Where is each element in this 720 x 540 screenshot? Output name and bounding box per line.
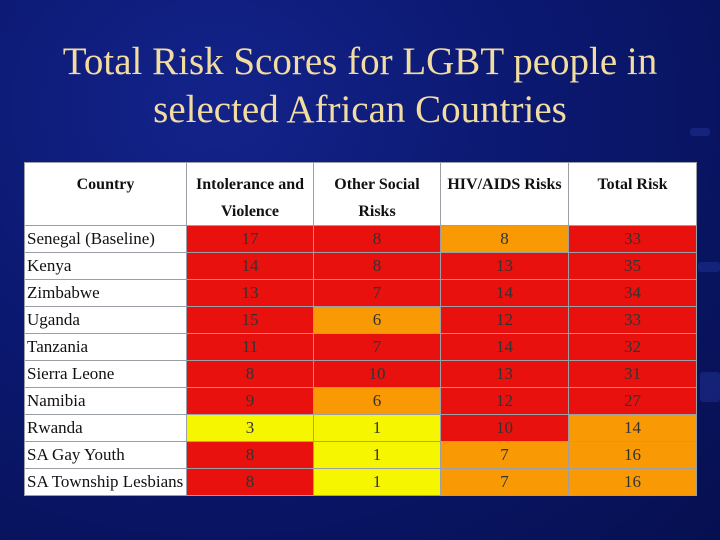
country-cell: SA Gay Youth xyxy=(24,441,187,469)
header-other-social-risks: Other Social Risks xyxy=(313,162,441,226)
other-social-risks-cell: 7 xyxy=(313,333,441,361)
country-cell: Uganda xyxy=(24,306,187,334)
intolerance-violence-cell: 3 xyxy=(186,414,314,442)
total-risk-cell: 31 xyxy=(568,360,697,388)
table-row: Namibia 9 6 12 27 xyxy=(24,387,697,415)
total-risk-cell: 33 xyxy=(568,225,697,253)
other-social-risks-cell: 1 xyxy=(313,414,441,442)
other-social-risks-cell: 10 xyxy=(313,360,441,388)
table-row: SA Gay Youth 8 1 7 16 xyxy=(24,441,697,469)
total-risk-cell: 33 xyxy=(568,306,697,334)
total-risk-cell: 16 xyxy=(568,468,697,496)
slide-title-line-2: selected African Countries xyxy=(153,88,567,131)
country-cell: Sierra Leone xyxy=(24,360,187,388)
other-social-risks-cell: 1 xyxy=(313,441,441,469)
total-risk-cell: 32 xyxy=(568,333,697,361)
table-row: Uganda 15 6 12 33 xyxy=(24,306,697,334)
table-row: Zimbabwe 13 7 14 34 xyxy=(24,279,697,307)
other-social-risks-cell: 6 xyxy=(313,306,441,334)
background-decoration xyxy=(698,262,720,272)
hiv-aids-risks-cell: 14 xyxy=(440,333,569,361)
country-cell: Namibia xyxy=(24,387,187,415)
slide-title: Total Risk Scores for LGBT people in sel… xyxy=(0,38,720,134)
intolerance-violence-cell: 15 xyxy=(186,306,314,334)
risk-scores-table: Country Intolerance and Violence Other S… xyxy=(24,162,697,496)
total-risk-cell: 14 xyxy=(568,414,697,442)
intolerance-violence-cell: 14 xyxy=(186,252,314,280)
other-social-risks-cell: 6 xyxy=(313,387,441,415)
table-row: Senegal (Baseline) 17 8 8 33 xyxy=(24,225,697,253)
total-risk-cell: 27 xyxy=(568,387,697,415)
hiv-aids-risks-cell: 7 xyxy=(440,441,569,469)
intolerance-violence-cell: 17 xyxy=(186,225,314,253)
table-row: Sierra Leone 8 10 13 31 xyxy=(24,360,697,388)
hiv-aids-risks-cell: 10 xyxy=(440,414,569,442)
background-decoration xyxy=(700,372,720,402)
country-cell: SA Township Lesbians xyxy=(24,468,187,496)
country-cell: Tanzania xyxy=(24,333,187,361)
table-row: Rwanda 3 1 10 14 xyxy=(24,414,697,442)
table-body: Senegal (Baseline) 17 8 8 33 Kenya 14 8 13 35 Zimb… xyxy=(24,225,697,496)
country-cell: Senegal (Baseline) xyxy=(24,225,187,253)
country-cell: Rwanda xyxy=(24,414,187,442)
header-total-risk: Total Risk xyxy=(568,162,697,226)
other-social-risks-cell: 8 xyxy=(313,252,441,280)
hiv-aids-risks-cell: 12 xyxy=(440,387,569,415)
country-cell: Zimbabwe xyxy=(24,279,187,307)
total-risk-cell: 16 xyxy=(568,441,697,469)
hiv-aids-risks-cell: 13 xyxy=(440,360,569,388)
slide-title-line-1: Total Risk Scores for LGBT people in xyxy=(62,40,658,83)
intolerance-violence-cell: 9 xyxy=(186,387,314,415)
header-country: Country xyxy=(24,162,187,226)
other-social-risks-cell: 8 xyxy=(313,225,441,253)
intolerance-violence-cell: 13 xyxy=(186,279,314,307)
table-row: SA Township Lesbians 8 1 7 16 xyxy=(24,468,697,496)
risk-scores-table-container: Country Intolerance and Violence Other S… xyxy=(24,162,697,496)
intolerance-violence-cell: 11 xyxy=(186,333,314,361)
total-risk-cell: 35 xyxy=(568,252,697,280)
hiv-aids-risks-cell: 13 xyxy=(440,252,569,280)
country-cell: Kenya xyxy=(24,252,187,280)
table-header-row: Country Intolerance and Violence Other S… xyxy=(24,162,697,226)
other-social-risks-cell: 1 xyxy=(313,468,441,496)
hiv-aids-risks-cell: 8 xyxy=(440,225,569,253)
total-risk-cell: 34 xyxy=(568,279,697,307)
header-intolerance-violence: Intolerance and Violence xyxy=(186,162,314,226)
table-row: Tanzania 11 7 14 32 xyxy=(24,333,697,361)
table-row: Kenya 14 8 13 35 xyxy=(24,252,697,280)
other-social-risks-cell: 7 xyxy=(313,279,441,307)
intolerance-violence-cell: 8 xyxy=(186,468,314,496)
hiv-aids-risks-cell: 14 xyxy=(440,279,569,307)
header-hiv-aids-risks: HIV/AIDS Risks xyxy=(440,162,569,226)
intolerance-violence-cell: 8 xyxy=(186,441,314,469)
hiv-aids-risks-cell: 7 xyxy=(440,468,569,496)
hiv-aids-risks-cell: 12 xyxy=(440,306,569,334)
intolerance-violence-cell: 8 xyxy=(186,360,314,388)
background-decoration xyxy=(690,128,710,136)
